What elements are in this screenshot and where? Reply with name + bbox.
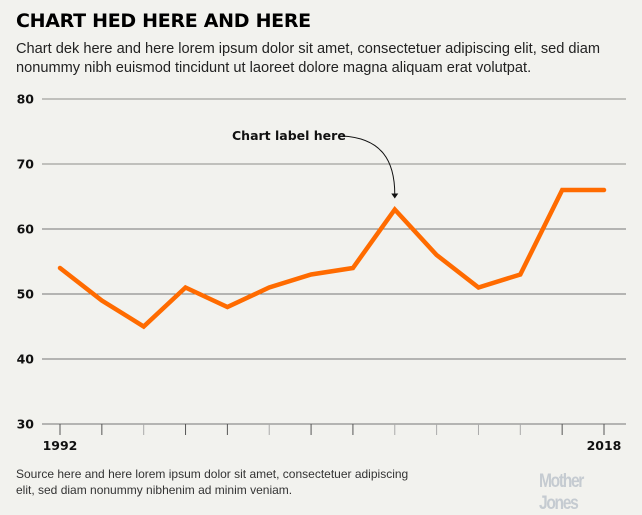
y-tick-label: 50 bbox=[17, 287, 35, 302]
data-points bbox=[60, 190, 604, 327]
line-chart: 30 40 50 60 70 80 1992 2018 Chart label here bbox=[0, 0, 642, 460]
source-note: Source here and here lorem ipsum dolor s… bbox=[16, 466, 416, 498]
y-tick-label: 80 bbox=[17, 92, 35, 107]
y-tick-label: 40 bbox=[17, 352, 35, 367]
annotation-arrowhead bbox=[391, 194, 398, 199]
mother-jones-logo: Mother Jones bbox=[539, 471, 623, 515]
y-tick-label: 60 bbox=[17, 222, 35, 237]
annotation-arrow bbox=[342, 136, 395, 195]
x-tick-label-first: 1992 bbox=[43, 438, 78, 453]
x-axis-ticks bbox=[60, 424, 604, 435]
y-tick-label: 30 bbox=[17, 417, 35, 432]
y-tick-label: 70 bbox=[17, 157, 35, 172]
annotation-label: Chart label here bbox=[232, 128, 346, 143]
series-line bbox=[60, 190, 604, 327]
gridlines bbox=[42, 99, 626, 424]
x-tick-label-last: 2018 bbox=[587, 438, 622, 453]
y-axis-labels: 30 40 50 60 70 80 bbox=[17, 92, 35, 432]
